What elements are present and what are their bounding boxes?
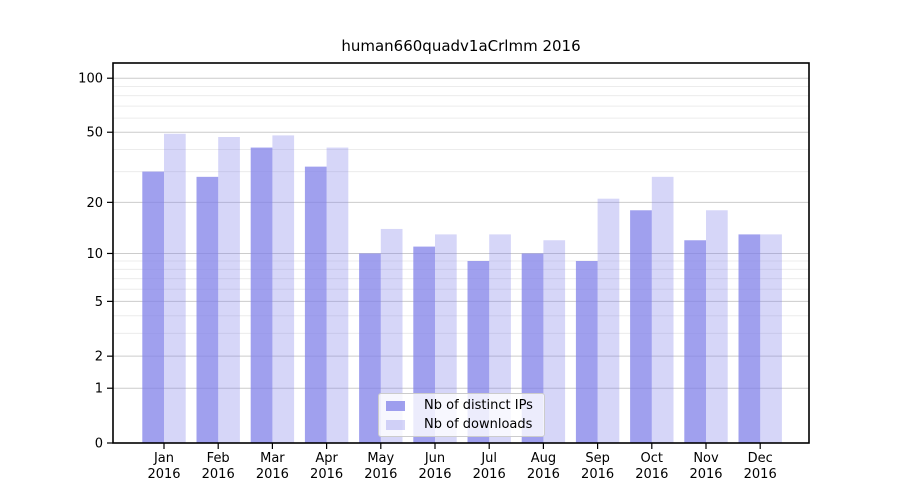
- y-tick-label-50: 50: [86, 126, 103, 141]
- x-tick-label-year-jul: 2016: [473, 467, 506, 482]
- bar-jun-downloads: [435, 234, 457, 443]
- y-tick-label-5: 5: [95, 295, 103, 310]
- y-tick-label-2: 2: [95, 350, 103, 365]
- bar-jul-downloads: [489, 234, 511, 443]
- x-tick-label-year-feb: 2016: [202, 467, 235, 482]
- legend-item-distinct-ips: Nb of distinct IPs: [386, 398, 544, 414]
- bar-apr-downloads: [326, 147, 349, 443]
- bar-oct-distinct-ips: [630, 210, 652, 443]
- bar-jan-downloads: [164, 133, 186, 443]
- y-tick-label-100: 100: [78, 72, 103, 87]
- x-tick-label-year-may: 2016: [364, 467, 397, 482]
- y-tick-label-20: 20: [86, 196, 103, 211]
- x-tick-label-month-oct: Oct: [641, 451, 663, 466]
- bar-nov-downloads: [706, 210, 728, 443]
- x-tick-label-month-aug: Aug: [531, 451, 556, 466]
- x-tick-label-month-jun: Jun: [424, 451, 445, 466]
- legend-label-downloads: Nb of downloads: [424, 417, 533, 432]
- bar-dec-distinct-ips: [738, 234, 761, 443]
- x-tick-label-month-jan: Jan: [153, 451, 174, 466]
- bar-may-downloads: [380, 228, 403, 443]
- y-tick-label-10: 10: [86, 247, 103, 262]
- y-tick-label-1: 1: [95, 382, 103, 397]
- x-tick-label-month-apr: Apr: [315, 451, 338, 466]
- x-tick-label-year-nov: 2016: [689, 467, 722, 482]
- bar-mar-downloads: [272, 135, 295, 443]
- bar-sep-downloads: [597, 198, 620, 443]
- x-tick-label-year-jan: 2016: [147, 467, 180, 482]
- x-tick-label-month-nov: Nov: [693, 451, 719, 466]
- bar-nov-distinct-ips: [684, 240, 706, 443]
- x-tick-label-year-apr: 2016: [310, 467, 343, 482]
- bar-dec-downloads: [760, 234, 782, 443]
- chart-title: human660quadv1aCrlmm 2016: [341, 37, 581, 55]
- x-tick-label-year-dec: 2016: [744, 467, 777, 482]
- x-tick-label-year-jun: 2016: [418, 467, 451, 482]
- bar-aug-downloads: [543, 240, 566, 443]
- legend-swatch-distinct-ips-icon: [386, 400, 405, 411]
- x-tick-label-month-sep: Sep: [585, 451, 610, 466]
- x-tick-label-year-oct: 2016: [635, 467, 668, 482]
- bar-jan-distinct-ips: [142, 171, 164, 443]
- bar-oct-downloads: [651, 176, 674, 443]
- bar-feb-downloads: [218, 137, 240, 443]
- legend-label-distinct-ips: Nb of distinct IPs: [424, 398, 533, 413]
- legend-item-downloads: Nb of downloads: [386, 417, 544, 433]
- x-tick-label-year-aug: 2016: [527, 467, 560, 482]
- bar-may-distinct-ips: [359, 253, 381, 443]
- legend: Nb of distinct IPs Nb of downloads: [378, 393, 545, 437]
- x-tick-label-year-mar: 2016: [256, 467, 289, 482]
- x-tick-label-month-feb: Feb: [207, 451, 230, 466]
- y-tick-label-0: 0: [95, 437, 103, 452]
- bar-sep-distinct-ips: [575, 261, 598, 443]
- x-tick-label-month-jul: Jul: [480, 451, 497, 466]
- bar-feb-distinct-ips: [196, 176, 219, 443]
- x-tick-label-year-sep: 2016: [581, 467, 614, 482]
- legend-swatch-downloads-icon: [386, 419, 405, 430]
- x-tick-label-month-may: May: [367, 451, 394, 466]
- bar-apr-distinct-ips: [304, 166, 327, 443]
- x-tick-label-month-dec: Dec: [748, 451, 773, 466]
- x-tick-label-month-mar: Mar: [260, 451, 285, 466]
- bar-mar-distinct-ips: [250, 147, 273, 443]
